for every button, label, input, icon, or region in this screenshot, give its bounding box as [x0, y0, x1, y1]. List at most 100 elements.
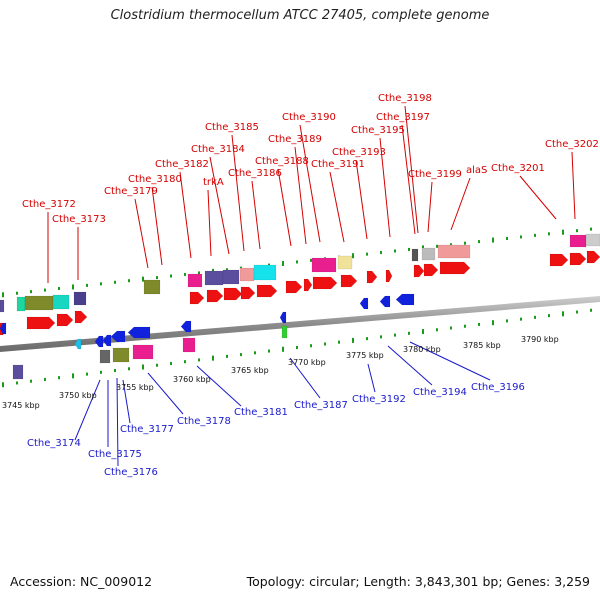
gene-arrow [240, 286, 256, 300]
inner-tick [366, 337, 368, 341]
gene-label-top: Cthe_3190 [282, 112, 336, 123]
gene-label-top: Cthe_3184 [191, 144, 245, 155]
inner-tick [156, 363, 158, 367]
inner-tick [212, 355, 214, 361]
label-leader [571, 151, 576, 220]
outer-tick [2, 292, 4, 298]
inner-tick [170, 361, 172, 365]
inner-tick [86, 372, 88, 376]
outer-tick [16, 291, 18, 295]
label-leader [209, 156, 230, 255]
scale-tick-label: 3785 kbp [463, 341, 501, 350]
gene-label-top: trkA [203, 177, 224, 188]
inner-tick [408, 331, 410, 335]
genome-backbone [0, 296, 600, 352]
label-leader [122, 379, 131, 424]
outer-tick [58, 287, 60, 291]
gene-block [222, 269, 240, 285]
outer-tick [450, 243, 452, 247]
outer-tick [352, 253, 354, 259]
outer-tick [394, 249, 396, 253]
gene-label-top: Cthe_3193 [332, 147, 386, 158]
inner-tick [296, 346, 298, 350]
gene-arrow [423, 263, 439, 277]
outer-tick [548, 232, 550, 236]
gene-block [421, 247, 436, 261]
inner-tick [520, 317, 522, 321]
inner-tick [422, 329, 424, 335]
outer-tick [380, 251, 382, 255]
label-leader [294, 146, 307, 245]
inner-tick [184, 360, 186, 364]
gene-block [411, 248, 419, 262]
label-leader [251, 180, 261, 250]
outer-tick [198, 271, 200, 275]
outer-tick [156, 276, 158, 280]
inner-tick [352, 337, 354, 343]
gene-block [281, 325, 288, 339]
inner-tick [2, 382, 4, 388]
gene-arrow [366, 270, 378, 284]
gene-label-top: Cthe_3202 [545, 139, 599, 150]
label-leader [409, 341, 491, 381]
gene-label-top: Cthe_3182 [155, 159, 209, 170]
gene-label-top: Cthe_3197 [376, 112, 430, 123]
inner-tick [254, 351, 256, 355]
inner-tick [142, 364, 144, 370]
inner-tick [380, 335, 382, 339]
label-leader [299, 124, 321, 243]
gene-arrow [439, 261, 471, 275]
outer-tick [478, 240, 480, 244]
gene-block [0, 299, 5, 313]
gene-arrow [312, 276, 338, 290]
label-leader [151, 186, 163, 266]
inner-tick [268, 349, 270, 353]
gene-arrow [279, 311, 287, 324]
accession-text: Accession: NC_009012 [10, 574, 153, 589]
gene-label-top: Cthe_3172 [22, 199, 76, 210]
gene-label-bottom: Cthe_3176 [104, 467, 158, 478]
inner-tick [338, 340, 340, 344]
gene-block [16, 296, 26, 312]
gene-arrow [74, 338, 82, 350]
label-leader [404, 105, 419, 234]
gene-label-bottom: Cthe_3192 [352, 394, 406, 405]
scale-tick-label: 3775 kbp [346, 351, 384, 360]
outer-tick [226, 268, 228, 272]
gene-label-bottom: Cthe_3174 [27, 438, 81, 449]
gene-arrow [189, 291, 205, 305]
scale-tick-label: 3755 kbp [116, 383, 154, 392]
inner-tick [576, 310, 578, 314]
inner-tick [492, 320, 494, 326]
label-leader [116, 377, 119, 467]
gene-block [52, 294, 70, 310]
gene-label-top: Cthe_3180 [128, 174, 182, 185]
gene-arrow [74, 310, 88, 324]
gene-label-bottom: Cthe_3175 [88, 449, 142, 460]
gene-label-top: alaS [466, 165, 487, 176]
topology-text: Topology: circular; Length: 3,843,301 bp… [246, 574, 590, 589]
gene-arrow [586, 250, 600, 264]
inner-tick [58, 376, 60, 380]
gene-label-bottom: Cthe_3187 [294, 400, 348, 411]
gene-label-top: Cthe_3189 [268, 134, 322, 145]
label-leader [450, 177, 471, 231]
outer-tick [128, 279, 130, 283]
inner-tick [114, 369, 116, 373]
gene-arrow [102, 334, 112, 347]
inner-tick [240, 353, 242, 357]
scale-tick-label: 3750 kbp [59, 391, 97, 400]
gene-block [24, 295, 54, 311]
gene-label-top: Cthe_3186 [228, 168, 282, 179]
inner-tick [506, 319, 508, 323]
inner-tick [198, 358, 200, 362]
gene-label-bottom: Cthe_3177 [120, 424, 174, 435]
gene-label-top: Cthe_3191 [311, 159, 365, 170]
gene-label-top: Cthe_3179 [104, 186, 158, 197]
gene-arrow [110, 330, 126, 343]
outer-tick [142, 276, 144, 282]
label-leader [519, 175, 557, 220]
gene-block [143, 279, 161, 295]
inner-tick [324, 342, 326, 346]
